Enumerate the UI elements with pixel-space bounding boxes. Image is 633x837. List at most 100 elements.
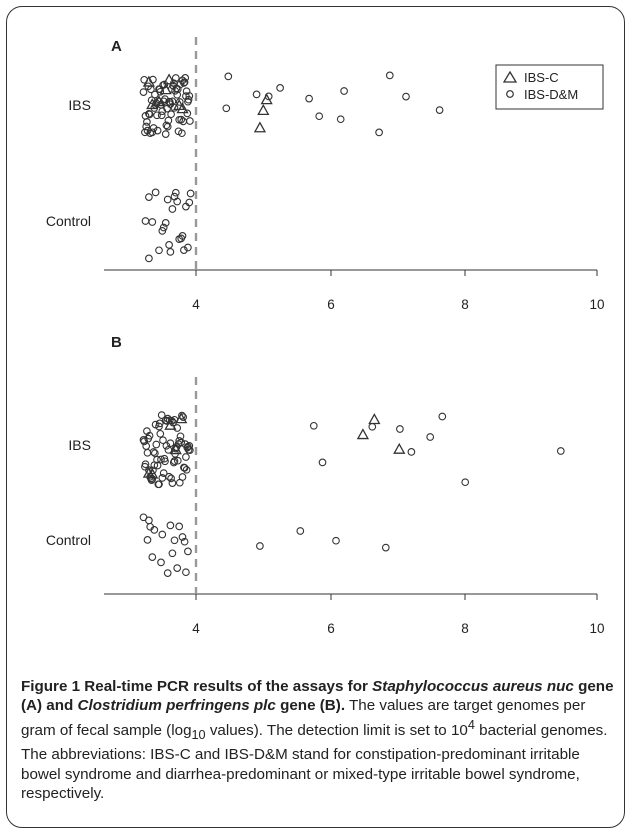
legend-triangle-icon bbox=[502, 70, 518, 83]
tick-10-a: 10 bbox=[589, 270, 605, 312]
caption-title-italic-2: Clostridium perfringens plc bbox=[77, 697, 276, 715]
caption-title-part-2: gene (A) and bbox=[21, 678, 614, 715]
point-b-ibs-d-m-13 bbox=[178, 411, 186, 420]
point-b-control-7 bbox=[163, 569, 172, 577]
point-a-control-5 bbox=[158, 227, 167, 235]
point-b-ibs-d-m-45 bbox=[178, 473, 187, 481]
tick-label-6-b: 6 bbox=[327, 621, 335, 636]
point-b-ibs-d-m-74 bbox=[368, 422, 377, 431]
point-b-ibs-d-m-60 bbox=[177, 438, 186, 447]
point-a-ibs-d-m-11 bbox=[171, 74, 180, 82]
point-b-control-19 bbox=[296, 527, 305, 535]
point-a-ibs-d-m-76 bbox=[315, 112, 324, 121]
point-b-ibs-d-m-31 bbox=[185, 441, 194, 450]
point-a-ibs-c-7 bbox=[253, 121, 267, 133]
point-a-ibs-d-m-49 bbox=[145, 109, 153, 118]
point-b-ibs-d-m-22 bbox=[159, 436, 167, 445]
caption-figure-label: Figure 1 bbox=[21, 678, 81, 695]
point-a-ibs-d-m-37 bbox=[155, 85, 164, 94]
caption-body-2: values). The detection limit is set to 1… bbox=[205, 721, 468, 739]
point-b-ibs-d-m-36 bbox=[152, 440, 161, 449]
point-b-control-6 bbox=[158, 530, 167, 539]
point-b-ibs-d-m-73 bbox=[318, 458, 327, 467]
point-a-ibs-d-m-66 bbox=[153, 126, 162, 135]
tick-8-b: 8 bbox=[461, 594, 469, 636]
point-a-ibs-d-m-65 bbox=[146, 129, 155, 137]
point-b-ibs-d-m-35 bbox=[149, 448, 158, 456]
point-b-ibs-d-m-55 bbox=[162, 441, 171, 450]
point-a-control-20 bbox=[186, 189, 195, 198]
point-a-control-22 bbox=[151, 188, 160, 197]
point-b-control-1 bbox=[143, 536, 152, 544]
point-a-control-0 bbox=[141, 217, 150, 225]
point-b-ibs-d-m-51 bbox=[151, 449, 159, 458]
tick-10-b: 10 bbox=[589, 594, 605, 636]
point-b-control-5 bbox=[157, 558, 165, 567]
panel-b: B IBS Control 4 6 8 10 bbox=[46, 334, 605, 636]
point-a-ibs-d-m-59 bbox=[173, 85, 182, 94]
caption-superscript: 4 bbox=[467, 717, 475, 732]
caption-title-italic-1: Staphylococcus aureus nuc bbox=[372, 678, 574, 695]
point-b-control-10 bbox=[173, 564, 182, 572]
point-a-control-19 bbox=[185, 198, 194, 207]
caption-body-3: bacterial genomes. The abbreviations: IB… bbox=[21, 721, 608, 803]
point-a-ibs-d-m-57 bbox=[168, 97, 177, 106]
point-b-control-14 bbox=[182, 568, 190, 577]
point-a-ibs-d-m-3 bbox=[149, 75, 157, 84]
tick-6-b: 6 bbox=[327, 594, 335, 636]
point-a-ibs-d-m-72 bbox=[252, 90, 261, 99]
point-a-ibs-d-m-78 bbox=[340, 87, 348, 95]
legend-circle-icon bbox=[506, 90, 514, 98]
point-b-control-9 bbox=[170, 536, 179, 545]
tick-label-6-a: 6 bbox=[327, 297, 335, 312]
panel-label-a: A bbox=[111, 38, 122, 55]
point-a-ibs-d-m-63 bbox=[186, 117, 194, 125]
legend-box bbox=[495, 64, 604, 110]
point-a-ibs-c-6 bbox=[162, 73, 176, 85]
point-a-control-6 bbox=[161, 219, 170, 227]
point-a-ibs-d-m-61 bbox=[180, 79, 188, 87]
point-b-ibs-d-m-63 bbox=[186, 446, 194, 455]
point-a-ibs-c-8 bbox=[257, 104, 270, 116]
point-b-ibs-d-m-41 bbox=[167, 474, 175, 483]
point-b-ibs-d-m-68 bbox=[175, 436, 184, 445]
point-b-ibs-d-m-78 bbox=[438, 412, 447, 421]
point-b-ibs-d-m-56 bbox=[165, 416, 174, 425]
point-b-ibs-d-m-21 bbox=[156, 429, 165, 438]
point-a-control-15 bbox=[178, 232, 187, 240]
category-label-control-a: Control bbox=[46, 213, 91, 229]
legend-label-ibs-c: IBS-C bbox=[524, 70, 559, 85]
legend-label-ibs-dm: IBS-D&M bbox=[524, 87, 578, 102]
point-b-ibs-c-5 bbox=[356, 428, 370, 440]
panel-a: A IBS Control 4 6 8 10 bbox=[46, 37, 605, 312]
category-label-control-b: Control bbox=[46, 532, 91, 548]
point-a-control-16 bbox=[180, 246, 188, 254]
point-b-ibs-d-m-27 bbox=[173, 424, 182, 432]
point-a-ibs-d-m-14 bbox=[180, 78, 189, 87]
point-b-control-4 bbox=[150, 526, 159, 534]
point-a-ibs-d-m-44 bbox=[175, 98, 184, 106]
chart-svg: A IBS Control 4 6 8 10 bbox=[46, 37, 605, 636]
caption-subscript: 10 bbox=[191, 727, 206, 742]
point-a-ibs-d-m-20 bbox=[153, 111, 161, 120]
point-a-ibs-d-m-55 bbox=[162, 121, 171, 130]
point-b-ibs-d-m-57 bbox=[168, 479, 177, 487]
point-a-ibs-d-m-62 bbox=[182, 87, 191, 96]
point-b-ibs-d-m-39 bbox=[161, 457, 169, 466]
tick-8-a: 8 bbox=[461, 270, 469, 312]
point-b-ibs-d-m-79 bbox=[461, 478, 470, 487]
point-b-ibs-c-6 bbox=[393, 442, 406, 454]
point-b-control-21 bbox=[381, 543, 390, 552]
figure-frame: A IBS Control 4 6 8 10 bbox=[6, 6, 625, 828]
point-a-ibs-d-m-32 bbox=[140, 75, 149, 84]
point-b-ibs-d-m-71 bbox=[170, 457, 179, 465]
point-b-control-3 bbox=[148, 553, 157, 561]
point-a-ibs-d-m-46 bbox=[181, 74, 190, 82]
point-b-ibs-d-m-75 bbox=[396, 425, 404, 433]
point-b-ibs-d-m-33 bbox=[143, 448, 152, 457]
point-b-ibs-d-m-64 bbox=[142, 442, 151, 450]
point-b-control-16 bbox=[145, 516, 153, 525]
caption-title-part-1: Real-time PCR results of the assays for bbox=[80, 678, 373, 695]
category-label-ibs-a: IBS bbox=[68, 97, 91, 113]
point-b-ibs-d-m-37 bbox=[155, 419, 164, 428]
